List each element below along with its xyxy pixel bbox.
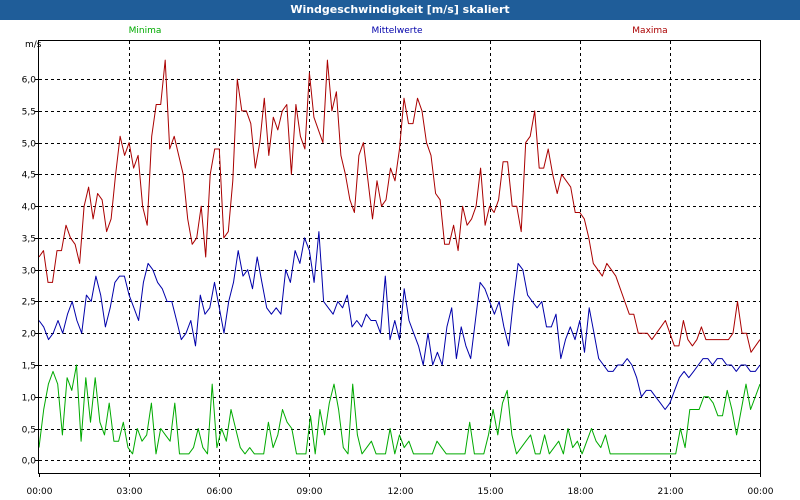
y-tick-label: 1,5: [22, 362, 36, 372]
y-tick-label: 2,0: [22, 330, 37, 340]
x-tick-time-label: 00:00: [27, 487, 53, 497]
series-lines: [38, 59, 761, 455]
y-axis-unit: m/s: [25, 40, 42, 50]
y-tick-label: 5,0: [22, 140, 37, 150]
x-tick-time-label: 12:00: [388, 487, 414, 497]
y-axis-ticks: 0,0 0,5 1,0 1,5 2,0 2,5 3,0 3,5 4,0 4,5 5,0 5,5 6,0: [22, 76, 39, 467]
series-line-mittelwerte: [38, 231, 761, 410]
series-line-minima: [38, 364, 761, 455]
x-tick-time-label: 21:00: [658, 487, 684, 497]
grid: [39, 41, 760, 473]
y-tick-label: 3,5: [22, 235, 36, 245]
legend-maxima: Maxima: [632, 26, 667, 36]
x-tick-time-label: 18:00: [568, 487, 594, 497]
legend-mittelwerte: Mittelwerte: [371, 26, 422, 36]
y-tick-label: 1,0: [22, 394, 37, 404]
y-tick-label: 0,0: [22, 457, 37, 467]
y-tick-label: 4,5: [22, 171, 36, 181]
y-tick-label: 4,0: [22, 203, 37, 213]
series-line-maxima: [38, 59, 761, 353]
x-tick-time-label: 09:00: [297, 487, 323, 497]
y-tick-label: 6,0: [22, 76, 37, 86]
y-tick-label: 5,5: [22, 108, 36, 118]
y-tick-label: 3,0: [22, 267, 37, 277]
y-tick-label: 0,5: [22, 426, 36, 436]
legend-minima: Minima: [129, 26, 162, 36]
plot-frame: [38, 40, 761, 474]
wind-speed-chart: Minima Mittelwerte Maxima m/s 0,0 0,5 1,0 1…: [22, 26, 774, 497]
chart-title: Windgeschwindigkeit [m/s] skaliert: [0, 0, 800, 20]
x-tick-time-label: 06:00: [207, 487, 233, 497]
x-axis-ticks: 00:0020.08.1803:0020.08.1806:0020.08.180…: [27, 473, 774, 497]
x-tick-time-label: 03:00: [117, 487, 143, 497]
x-tick-time-label: 00:00: [748, 487, 774, 497]
y-tick-label: 2,5: [22, 298, 36, 308]
legend: Minima Mittelwerte Maxima: [129, 26, 668, 36]
x-tick-time-label: 15:00: [478, 487, 504, 497]
